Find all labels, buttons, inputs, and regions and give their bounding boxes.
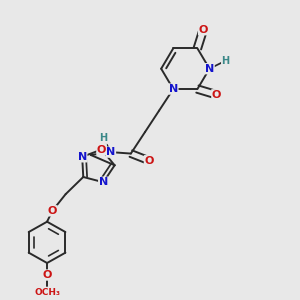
Text: N: N bbox=[169, 84, 178, 94]
Text: N: N bbox=[78, 152, 87, 162]
Text: H: H bbox=[99, 134, 107, 143]
Text: OCH₃: OCH₃ bbox=[34, 288, 60, 297]
Text: O: O bbox=[199, 25, 208, 35]
Text: N: N bbox=[99, 177, 108, 187]
Text: O: O bbox=[97, 145, 106, 154]
Text: N: N bbox=[205, 64, 214, 74]
Text: N: N bbox=[106, 147, 116, 157]
Text: O: O bbox=[212, 90, 221, 100]
Text: O: O bbox=[48, 206, 57, 216]
Text: O: O bbox=[42, 270, 52, 280]
Text: H: H bbox=[222, 56, 230, 66]
Text: O: O bbox=[144, 156, 154, 166]
